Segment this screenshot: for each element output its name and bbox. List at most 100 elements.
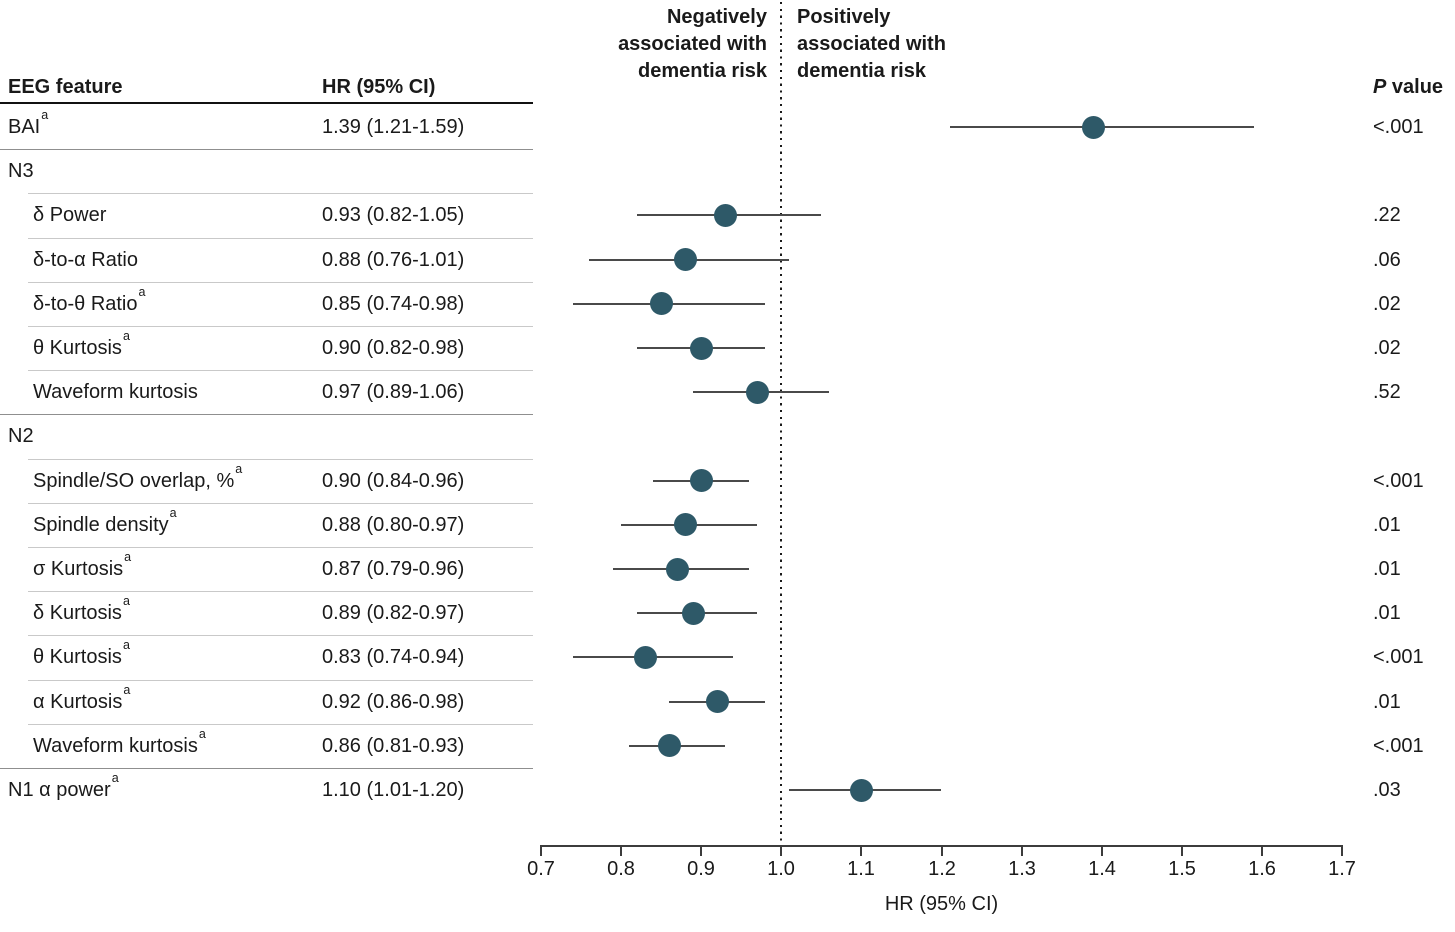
axis-tick-label: 1.1 — [847, 858, 875, 880]
row-separator — [28, 724, 533, 725]
hr-ci-value: 0.89 (0.82-0.97) — [322, 602, 465, 624]
row-separator — [28, 370, 533, 371]
axis-tick-label: 1.2 — [928, 858, 956, 880]
row-separator — [28, 547, 533, 548]
hr-ci-value: 0.87 (0.79-0.96) — [322, 558, 465, 580]
feature-label: α Kurtosisa — [33, 684, 130, 715]
axis-tick — [1101, 845, 1103, 856]
axis-tick — [860, 845, 862, 856]
p-value: .01 — [1373, 514, 1401, 536]
hr-ci-value: 0.88 (0.80-0.97) — [322, 514, 465, 536]
row-separator — [0, 768, 533, 769]
footnote-marker: a — [138, 285, 146, 300]
axis-tick — [1261, 845, 1263, 856]
axis-tick — [1341, 845, 1343, 856]
footnote-marker: a — [122, 329, 130, 344]
hr-column-header: HR (95% CI) — [322, 76, 436, 98]
estimate-marker — [690, 337, 713, 360]
estimate-marker — [706, 690, 729, 713]
row-separator — [28, 238, 533, 239]
p-header-italic: P — [1373, 76, 1387, 98]
footnote-marker: a — [235, 462, 243, 477]
feature-label: N3 — [8, 158, 34, 184]
feature-label-text: θ Kurtosis — [33, 646, 122, 668]
table-header-rule — [0, 102, 533, 104]
footnote-marker: a — [124, 550, 132, 565]
feature-label: δ Kurtosisa — [33, 595, 130, 626]
feature-label-text: BAI — [8, 116, 41, 138]
estimate-marker — [690, 469, 713, 492]
estimate-marker — [850, 779, 873, 802]
p-value: <.001 — [1373, 735, 1424, 757]
axis-tick-label: 1.0 — [767, 858, 795, 880]
p-value: .01 — [1373, 558, 1401, 580]
p-value: .52 — [1373, 381, 1401, 403]
estimate-marker — [666, 558, 689, 581]
p-value: <.001 — [1373, 470, 1424, 492]
hr-ci-value: 0.86 (0.81-0.93) — [322, 735, 465, 757]
negative-association-header: Negatively associated with dementia risk — [618, 6, 767, 82]
feature-label-text: Spindle/SO overlap, % — [33, 470, 235, 492]
footnote-marker: a — [41, 108, 49, 123]
p-value: .02 — [1373, 337, 1401, 359]
feature-label-text: N1 α power — [8, 779, 111, 801]
p-value: .06 — [1373, 249, 1401, 271]
axis-tick — [620, 845, 622, 856]
feature-label: Waveform kurtosis — [33, 379, 198, 405]
hr-ci-value: 0.90 (0.84-0.96) — [322, 470, 465, 492]
feature-label-text: σ Kurtosis — [33, 558, 124, 580]
hr-ci-value: 0.90 (0.82-0.98) — [322, 337, 465, 359]
hr-ci-value: 0.85 (0.74-0.98) — [322, 293, 465, 315]
p-value: .22 — [1373, 204, 1401, 226]
row-separator — [0, 149, 533, 150]
axis-tick-label: 1.5 — [1168, 858, 1196, 880]
estimate-marker — [658, 734, 681, 757]
feature-label: N1 α powera — [8, 772, 119, 803]
p-value: .03 — [1373, 779, 1401, 801]
hr-ci-value: 0.83 (0.74-0.94) — [322, 646, 465, 668]
estimate-marker — [746, 381, 769, 404]
row-separator — [28, 282, 533, 283]
p-value: .02 — [1373, 293, 1401, 315]
p-value: .01 — [1373, 602, 1401, 624]
axis-tick-label: 1.7 — [1328, 858, 1356, 880]
axis-tick-label: 0.8 — [607, 858, 635, 880]
feature-label-text: δ-to-θ Ratio — [33, 293, 138, 315]
axis-tick-label: 0.7 — [527, 858, 555, 880]
estimate-marker — [650, 292, 673, 315]
estimate-marker — [674, 248, 697, 271]
axis-tick-label: 1.3 — [1008, 858, 1036, 880]
feature-label-text: δ-to-α Ratio — [33, 249, 138, 271]
reference-line — [780, 2, 782, 846]
estimate-marker — [634, 646, 657, 669]
feature-label: σ Kurtosisa — [33, 551, 131, 582]
positive-association-header: Positively associated with dementia risk — [797, 6, 946, 82]
feature-label-text: N3 — [8, 160, 34, 182]
feature-label-text: δ Power — [33, 204, 107, 226]
p-value: <.001 — [1373, 646, 1424, 668]
feature-label: δ Power — [33, 202, 106, 228]
footnote-marker: a — [122, 638, 130, 653]
estimate-marker — [674, 513, 697, 536]
estimate-marker — [1082, 116, 1105, 139]
axis-tick — [780, 845, 782, 856]
feature-label: BAIa — [8, 109, 48, 140]
hr-ci-value: 1.39 (1.21-1.59) — [322, 116, 465, 138]
row-separator — [28, 680, 533, 681]
footnote-marker: a — [111, 771, 119, 786]
p-column-header: P value — [1373, 74, 1443, 100]
axis-tick-label: 1.6 — [1248, 858, 1276, 880]
estimate-marker — [682, 602, 705, 625]
feature-label: θ Kurtosisa — [33, 330, 130, 361]
row-separator — [28, 635, 533, 636]
axis-tick-label: 1.4 — [1088, 858, 1116, 880]
hr-ci-value: 0.93 (0.82-1.05) — [322, 204, 465, 226]
p-value: .01 — [1373, 691, 1401, 713]
p-value: <.001 — [1373, 116, 1424, 138]
row-separator — [28, 459, 533, 460]
x-axis-label: HR (95% CI) — [884, 893, 999, 915]
hr-ci-value: 0.92 (0.86-0.98) — [322, 691, 465, 713]
feature-label: θ Kurtosisa — [33, 639, 130, 670]
row-separator — [28, 326, 533, 327]
estimate-marker — [714, 204, 737, 227]
